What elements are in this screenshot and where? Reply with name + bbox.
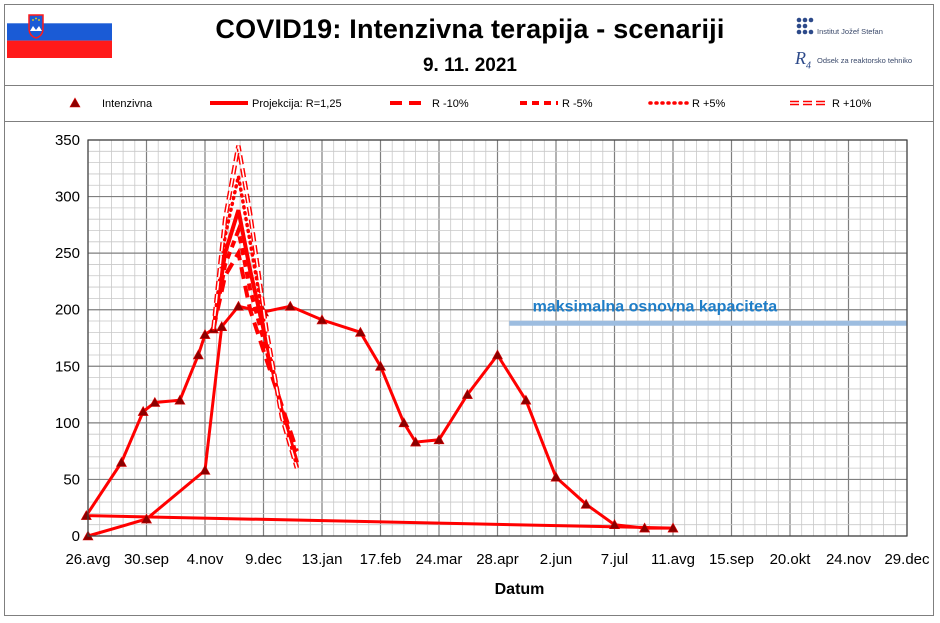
data-point-marker [354,326,366,337]
data-point-marker [461,388,473,399]
x-tick-label: 26.avg [65,551,110,568]
y-tick-label: 50 [63,471,80,488]
chart-date: 9. 11. 2021 [422,55,518,76]
data-point-marker [216,321,228,331]
x-tick-label: 20.okt [770,551,812,568]
y-tick-label: 100 [55,415,80,432]
data-point-marker [410,436,422,447]
slovenia-flag-icon [7,6,112,58]
r4-logo: R4 Odsek za reaktorsko tehniko [795,48,925,72]
legend-box [4,85,934,122]
grid-lines [87,139,908,537]
ijs-logo-text: Institut Jožef Stefan [817,27,883,36]
r4-logo-text: Odsek za reaktorsko tehniko [817,56,913,65]
y-tick-label: 250 [55,245,80,262]
data-point-marker [115,456,127,467]
x-tick-label: 13.jan [302,551,343,568]
data-point-marker [137,405,149,416]
x-axis-label: Datum [495,581,545,598]
data-point-marker [398,417,410,428]
legend-marker-intenzivna [69,97,81,108]
x-tick-label: 9.dec [245,551,282,568]
legend-label: R -5% [562,98,593,110]
ijs-logo: Institut Jožef Stefan [795,16,925,38]
data-point-marker [608,519,621,529]
capacity-label: maksimalna osnovna kapaciteta [533,298,778,315]
data-point-marker [149,396,161,407]
x-tick-label: 17.feb [360,551,402,568]
series-line-3 [211,223,299,458]
x-tick-label: 30.sep [124,551,169,568]
y-tick-label: 300 [55,189,80,206]
data-point-marker [232,300,244,311]
data-point-marker [520,394,532,405]
data-point-marker [140,513,153,524]
y-tick-label: 0 [72,528,80,545]
chart-frame [4,4,934,616]
plot-area-border [87,139,908,537]
data-point-marker [174,394,186,405]
data-point-marker [316,314,328,325]
legend: Intenzivna Projekcija: R=1,25 R -10% R -5% R… [69,97,872,110]
data-point-marker [580,498,592,509]
flag-stripe-red [7,40,112,58]
data-point-marker [639,522,651,533]
data-point-marker [199,464,211,475]
chart-title: COVID19: Intenzivna terapija - scenariji [215,14,725,44]
legend-label: R +10% [832,98,872,110]
series-layer [80,145,679,541]
axes: 0 50 100 150 200 250 300 350 26.avg 30.sep 4.nov 9.… [55,132,930,598]
x-tick-label: 29.dec [884,551,930,568]
y-tick-label: 200 [55,302,80,319]
legend-label: R -10% [432,98,469,110]
x-tick-label: 28.apr [476,551,519,568]
capacity-group: maksimalna osnovna kapaciteta [509,298,907,326]
ijs-logo-icon [796,17,814,35]
data-point-marker [550,471,562,482]
x-tick-label: 2.jun [540,551,573,568]
data-point-marker [199,328,211,339]
data-point-marker [667,522,679,533]
data-point-marker [433,434,445,445]
legend-label: Projekcija: R=1,25 [252,98,342,110]
x-tick-label: 7.jul [601,551,629,568]
r4-logo-icon: R4 [795,48,811,72]
x-tick-label: 4.nov [187,551,224,568]
legend-label: Intenzivna [102,98,153,110]
y-tick-label: 150 [55,358,80,375]
data-point-marker [80,510,92,520]
x-tick-label: 15.sep [709,551,754,568]
x-tick-label: 11.avg [651,551,695,568]
data-point-marker [192,349,204,360]
x-tick-label: 24.nov [826,551,872,568]
flag-coat-of-arms [28,14,44,39]
y-tick-label: 350 [55,132,80,149]
series-line-inner-5 [212,145,298,469]
data-point-marker [284,300,296,311]
legend-label: R +5% [692,98,726,110]
x-tick-label: 24.mar [416,551,463,568]
data-point-marker [491,349,504,360]
data-point-marker [374,360,387,371]
